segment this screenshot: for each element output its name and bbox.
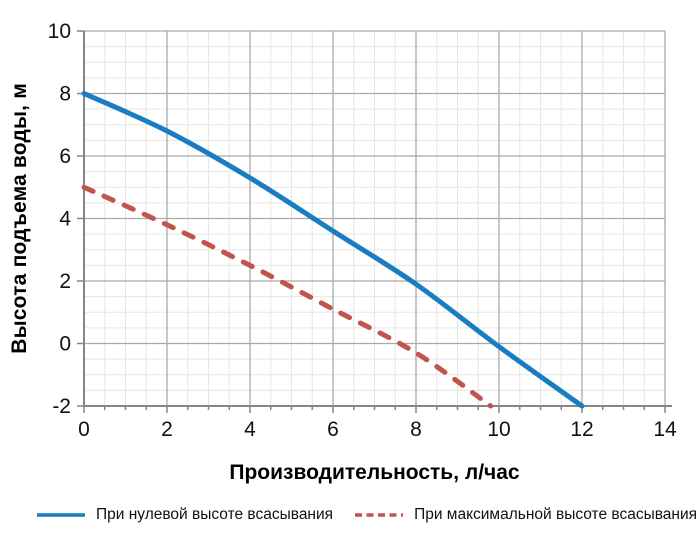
y-tick-label: 2	[59, 270, 71, 293]
y-tick-labels: -2 0 2 4 6 8 10	[48, 20, 72, 418]
dashed-line-icon	[355, 513, 404, 517]
x-tick-label: 2	[161, 418, 173, 441]
x-tick-label: 14	[653, 418, 677, 441]
x-tick-labels: 0 2 4 6 8 10 12 14	[78, 418, 677, 441]
legend-label-max-suction: При максимальной высоте всасывания	[414, 506, 698, 523]
y-axis-title: Высота подъема воды, м	[8, 31, 32, 406]
x-tick-label: 10	[487, 418, 510, 441]
y-axis-title-text: Высота подъема воды, м	[8, 83, 31, 354]
y-tick-label: 10	[48, 20, 71, 43]
legend: При нулевой высоте всасывания При максим…	[35, 506, 697, 524]
y-tick-label: -2	[52, 395, 71, 418]
grid-major	[84, 30, 666, 406]
x-tick-label: 6	[327, 418, 339, 441]
x-axis-title: Производительность, л/час	[229, 461, 520, 484]
x-tick-label: 4	[244, 418, 256, 441]
x-tick-label: 8	[410, 418, 422, 441]
plot-area: -2 0 2 4 6 8 10 0 2 4 6 8 10 12 14	[48, 20, 677, 441]
y-tick-label: 4	[59, 208, 71, 231]
legend-item-zero-suction: При нулевой высоте всасывания	[35, 506, 333, 524]
legend-item-max-suction: При максимальной высоте всасывания	[353, 506, 697, 524]
solid-line-icon	[37, 513, 85, 517]
y-tick-label: 0	[59, 333, 71, 356]
legend-label-zero-suction: При нулевой высоте всасывания	[96, 506, 334, 523]
y-tick-label: 8	[59, 83, 71, 106]
y-tick-label: 6	[59, 145, 71, 168]
series-line-1	[81, 184, 494, 409]
series-line-0	[81, 91, 585, 409]
ticks	[77, 30, 666, 413]
x-tick-label: 0	[78, 418, 90, 441]
x-tick-label: 12	[570, 418, 593, 441]
